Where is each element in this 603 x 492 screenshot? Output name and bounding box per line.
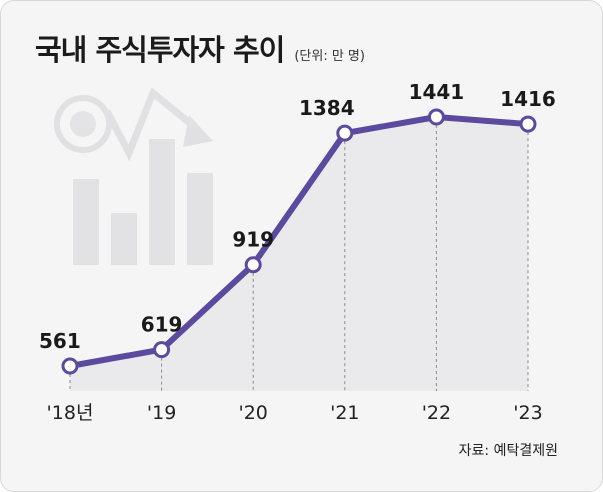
data-point: [427, 108, 445, 126]
data-label: 561: [39, 329, 81, 353]
data-point: [336, 124, 354, 142]
data-point: [153, 341, 171, 359]
source-note: 자료: 예탁결제원: [458, 443, 558, 459]
x-tick-label: '19: [147, 402, 176, 424]
x-tick-label: '20: [238, 402, 267, 424]
data-point: [519, 115, 537, 133]
title-row: 국내 주식투자자 추이 (단위: 만 명): [35, 27, 365, 69]
data-point: [61, 357, 79, 375]
investment-illustration-icon: [54, 87, 213, 265]
chart-title: 국내 주식투자자 추이: [35, 33, 285, 67]
data-label: 619: [141, 313, 183, 337]
series-line: [67, 114, 531, 369]
area-fill: [70, 117, 528, 391]
data-point: [244, 256, 262, 274]
data-label: 919: [232, 228, 274, 252]
unit-label: (단위: 만 명): [294, 49, 365, 64]
data-label: 1384: [299, 96, 355, 120]
x-tick-label: '23: [513, 402, 542, 424]
x-tick-label: '22: [422, 402, 451, 424]
data-label: 1441: [409, 80, 465, 104]
x-tick-label: '21: [330, 402, 359, 424]
data-label: 1416: [500, 87, 556, 111]
x-tick-label: '18년: [47, 402, 94, 424]
